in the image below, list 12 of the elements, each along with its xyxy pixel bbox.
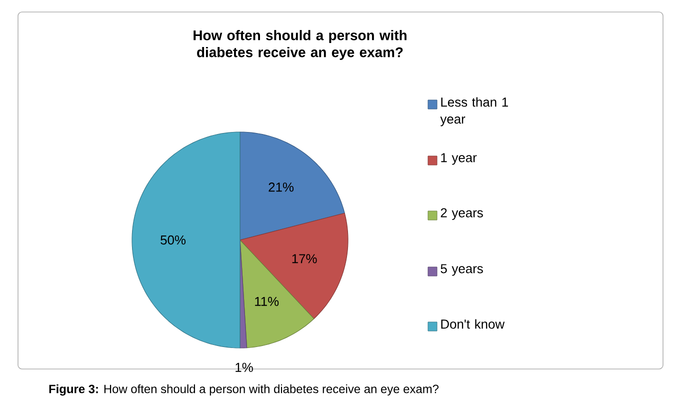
- legend-label: 1 year: [441, 153, 477, 165]
- legend-label: 2 years: [440, 208, 483, 220]
- data-label: 1%: [236, 362, 253, 372]
- legend-label: Less than 1 year: [440, 97, 508, 126]
- text: Figure 3: How often should a person with diabetes receive an eye exam?: [49, 384, 439, 396]
- legend-label: Don't know: [441, 319, 505, 329]
- chart-title: How often should a person with diabetes receive an eye exam?: [194, 30, 406, 60]
- data-label: 11%: [255, 296, 279, 306]
- data-label: 21%: [268, 182, 294, 192]
- data-label: 17%: [292, 254, 317, 264]
- data-label: 50%: [160, 235, 186, 245]
- legend-label: 5 years: [440, 264, 483, 276]
